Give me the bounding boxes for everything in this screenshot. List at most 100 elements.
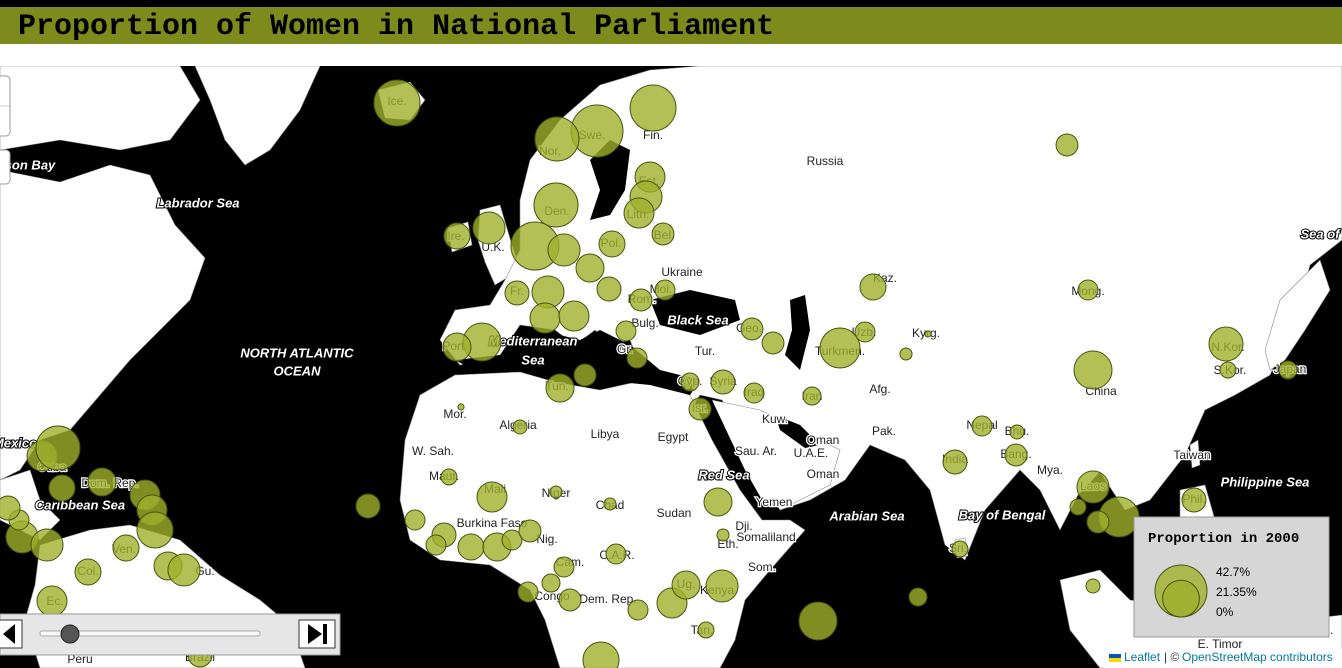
bubble [716,528,730,542]
bubble [924,330,932,338]
bubble [1076,470,1110,504]
bubble [697,621,715,639]
bubble [627,599,649,621]
bubble [1219,361,1237,379]
osm-link[interactable]: OpenStreetMap contributors [1182,650,1333,664]
map-label: Sea [521,352,544,367]
flag-top [1109,654,1121,658]
bubble [671,570,701,600]
bubble [654,279,676,301]
inland-seas [455,140,820,510]
bubble [651,222,675,246]
bubble [355,493,381,519]
legend-label: 0% [1216,605,1234,619]
bubble [553,556,575,578]
attribution-box [1104,649,1342,668]
bubble [573,363,597,387]
leaflet-link[interactable]: Leaflet [1124,650,1161,664]
map-label: Dem. Rep. [579,592,636,606]
bubble [476,481,508,513]
bubble [0,495,21,521]
map-label: Mediterranean [489,333,578,348]
bubble [908,587,928,607]
bubble [1086,510,1110,534]
legend-label: 42.7% [1216,565,1250,579]
bubble [517,581,539,603]
bubble [501,529,523,551]
bubble [534,116,580,162]
bubble [629,84,677,132]
bubble [899,347,913,361]
bubble [575,253,605,283]
map-label: Bay of Bengal [959,507,1046,522]
map-label: Fin. [643,128,663,142]
bubble [819,327,861,369]
bubble [951,540,969,558]
bubble [30,528,64,562]
map-label: U.A.E. [794,446,829,460]
bubble [603,497,617,511]
bubble [167,553,201,587]
bubble [705,569,739,603]
map-label: Sudan [657,506,692,520]
zoom-control [0,75,11,185]
map-label: Sau. Ar. [735,444,777,458]
bubble [802,386,822,406]
bubble [854,321,876,343]
map-label: Labrador Sea [156,195,239,210]
bubble [472,211,506,245]
map-label: Oman [807,433,840,447]
slider-track[interactable] [39,630,261,637]
bubble [626,347,648,369]
map-label: Burkina Faso [457,516,528,530]
map-label: Oman [807,467,840,481]
slider-handle[interactable] [60,624,80,644]
bubble [1085,578,1101,594]
bubble [545,373,575,403]
bubbles [0,79,1298,668]
map-label: Ukraine [661,265,703,279]
bubble [457,403,465,411]
back-icon [3,624,15,644]
bubble [36,585,68,617]
bubble [598,230,626,258]
map-label: Afg. [869,382,890,396]
bubble [1073,350,1113,390]
map-label: Taiwan [1173,448,1210,462]
map-label: Dji. [735,519,752,533]
bubble [504,280,530,306]
map-label: Som. [748,560,776,574]
map-label: Black Sea [667,312,728,327]
flag-bottom [1109,658,1121,662]
map-label: Egypt [658,430,689,444]
layer-button[interactable] [0,149,11,185]
bubble [761,331,785,355]
bubble [442,332,472,362]
map-label: W. Sah. [412,444,454,458]
map-label: Nig. [536,532,557,546]
map-label: Pak. [872,424,896,438]
map-label: OCEAN [274,363,322,378]
bubble [533,182,579,228]
bubble [680,372,700,392]
bubble [629,288,653,312]
bubble [703,487,733,517]
map-label: Red Sea [698,467,749,482]
bubble [859,273,887,301]
bubble [425,534,447,556]
map-label: Philippine Sea [1221,474,1310,489]
map-label: Libya [591,427,620,441]
bubble [87,467,117,497]
forward-bar [323,624,327,644]
bubble [740,317,764,341]
bubble [1004,443,1028,467]
bubble [558,300,590,332]
bubble [512,419,528,435]
map-label: Arabian Sea [828,508,904,523]
bubble [529,302,561,334]
bubble [798,601,838,641]
bubble [74,558,102,586]
map-label: Caribbean Sea [35,497,125,512]
map-label: Mya. [1037,463,1063,477]
